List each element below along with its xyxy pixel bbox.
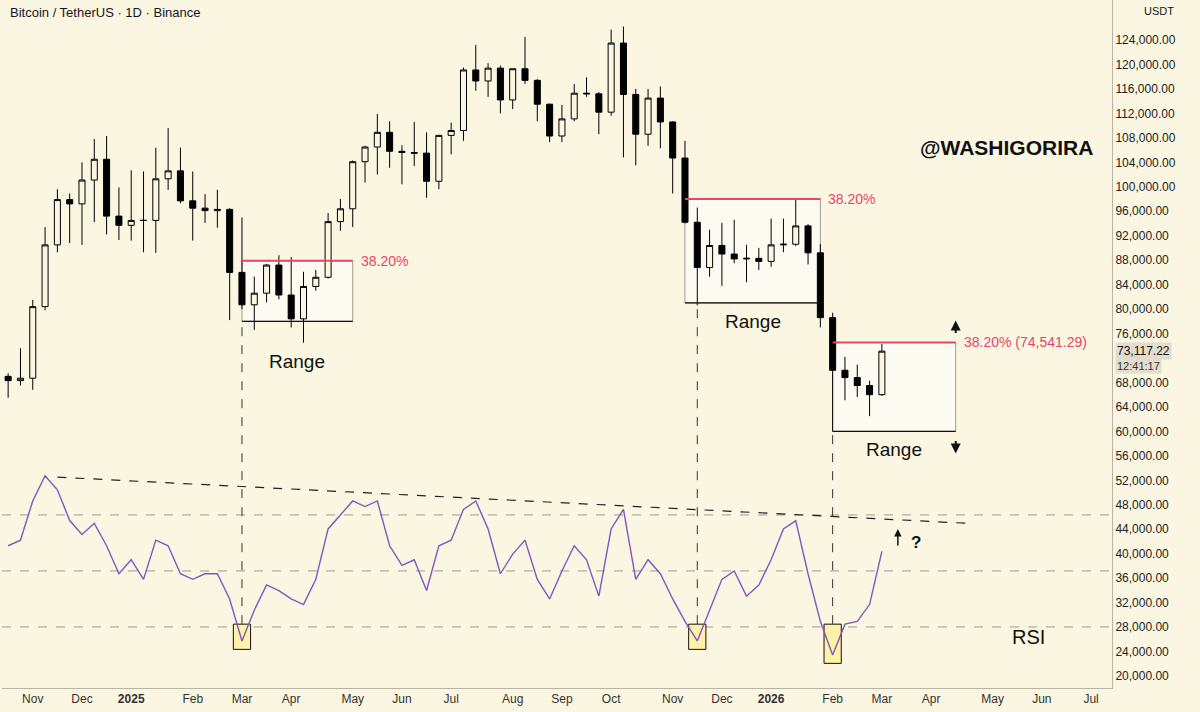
svg-text:104,000.00: 104,000.00 xyxy=(1115,156,1175,170)
svg-text:112,000.00: 112,000.00 xyxy=(1115,107,1174,121)
svg-text:Bitcoin / TetherUS · 1D · Bina: Bitcoin / TetherUS · 1D · Binance xyxy=(10,5,201,20)
svg-text:36,000.00: 36,000.00 xyxy=(1115,571,1169,585)
svg-text:12:41:17: 12:41:17 xyxy=(1117,360,1160,372)
svg-text:68,000.00: 68,000.00 xyxy=(1115,376,1169,390)
svg-text:64,000.00: 64,000.00 xyxy=(1115,400,1169,414)
svg-text:84,000.00: 84,000.00 xyxy=(1115,278,1169,292)
svg-text:56,000.00: 56,000.00 xyxy=(1115,449,1169,463)
svg-text:May: May xyxy=(981,692,1004,706)
svg-text:Nov: Nov xyxy=(662,692,683,706)
svg-text:116,000.00: 116,000.00 xyxy=(1115,82,1174,96)
svg-text:28,000.00: 28,000.00 xyxy=(1115,620,1169,634)
svg-text:24,000.00: 24,000.00 xyxy=(1115,645,1169,659)
svg-text:Range: Range xyxy=(866,439,922,460)
svg-text:92,000.00: 92,000.00 xyxy=(1115,229,1169,243)
svg-text:Aug: Aug xyxy=(502,692,523,706)
svg-text:Jul: Jul xyxy=(1083,692,1098,706)
svg-text:48,000.00: 48,000.00 xyxy=(1115,498,1169,512)
svg-text:Apr: Apr xyxy=(282,692,301,706)
svg-text:2025: 2025 xyxy=(118,692,145,706)
svg-text:Feb: Feb xyxy=(822,692,843,706)
svg-text:USDT: USDT xyxy=(1144,5,1174,17)
svg-text:80,000.00: 80,000.00 xyxy=(1115,302,1169,316)
svg-text:88,000.00: 88,000.00 xyxy=(1115,253,1169,267)
svg-text:60,000.00: 60,000.00 xyxy=(1115,425,1169,439)
svg-text:Nov: Nov xyxy=(22,692,43,706)
svg-text:44,000.00: 44,000.00 xyxy=(1115,522,1169,536)
svg-text:120,000.00: 120,000.00 xyxy=(1115,58,1175,72)
svg-text:73,117.22: 73,117.22 xyxy=(1117,344,1170,358)
svg-text:124,000.00: 124,000.00 xyxy=(1115,33,1175,47)
svg-text:Feb: Feb xyxy=(182,692,203,706)
svg-text:100,000.00: 100,000.00 xyxy=(1115,180,1175,194)
svg-text:Oct: Oct xyxy=(602,692,621,706)
svg-text:?: ? xyxy=(911,533,921,552)
svg-text:38.20%: 38.20% xyxy=(828,191,875,207)
svg-text:Mar: Mar xyxy=(232,692,253,706)
svg-text:Dec: Dec xyxy=(711,692,732,706)
svg-text:32,000.00: 32,000.00 xyxy=(1115,596,1169,610)
svg-text:38.20%: 38.20% xyxy=(361,253,408,269)
svg-text:20,000.00: 20,000.00 xyxy=(1115,669,1169,683)
svg-text:38.20% (74,541.29): 38.20% (74,541.29) xyxy=(964,334,1087,350)
svg-text:76,000.00: 76,000.00 xyxy=(1115,327,1169,341)
svg-text:Dec: Dec xyxy=(71,692,92,706)
svg-text:108,000.00: 108,000.00 xyxy=(1115,131,1175,145)
svg-text:Range: Range xyxy=(725,311,781,332)
svg-text:96,000.00: 96,000.00 xyxy=(1115,204,1169,218)
svg-text:Jun: Jun xyxy=(1032,692,1051,706)
svg-text:Sep: Sep xyxy=(551,692,573,706)
svg-text:Jul: Jul xyxy=(443,692,458,706)
svg-text:RSI: RSI xyxy=(1012,626,1045,648)
svg-text:Apr: Apr xyxy=(922,692,941,706)
svg-text:40,000.00: 40,000.00 xyxy=(1115,547,1169,561)
svg-text:Range: Range xyxy=(269,351,325,372)
svg-text:Mar: Mar xyxy=(872,692,893,706)
svg-text:@WASHIGORIRA: @WASHIGORIRA xyxy=(920,136,1093,159)
svg-text:52,000.00: 52,000.00 xyxy=(1115,474,1169,488)
svg-text:2026: 2026 xyxy=(758,692,785,706)
svg-text:May: May xyxy=(341,692,364,706)
svg-text:Jun: Jun xyxy=(392,692,411,706)
